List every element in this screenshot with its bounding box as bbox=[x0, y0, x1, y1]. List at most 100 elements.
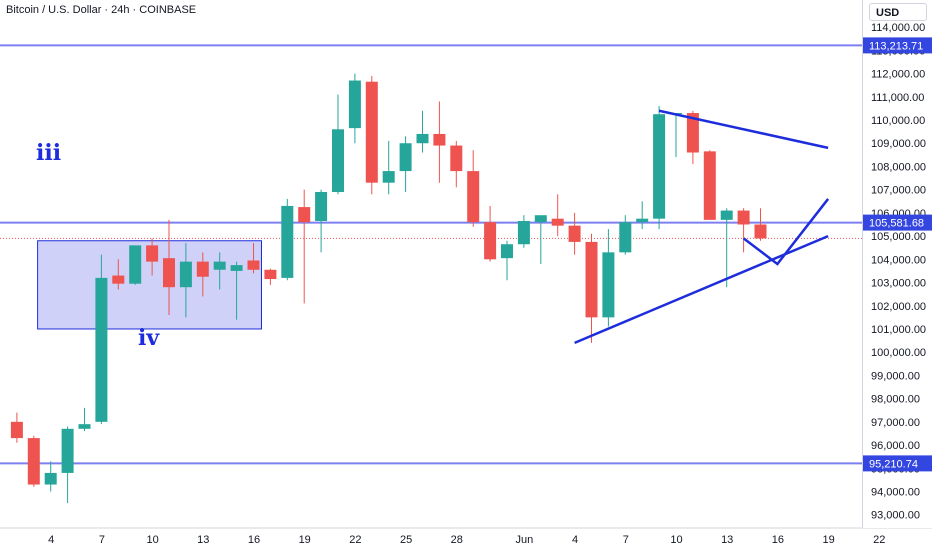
candle-down bbox=[433, 133, 446, 146]
y-tick-label: 98,000.00 bbox=[871, 394, 920, 406]
candle-up bbox=[61, 428, 74, 473]
x-tick-label: 4 bbox=[572, 534, 578, 546]
candle-down bbox=[450, 145, 463, 172]
candle-down bbox=[264, 269, 277, 280]
candle-up bbox=[602, 252, 615, 318]
candle-up bbox=[213, 261, 226, 270]
candle-up bbox=[416, 133, 429, 144]
candle-up bbox=[179, 261, 192, 288]
y-tick-label: 114,000.00 bbox=[871, 22, 925, 34]
x-tick-label: 10 bbox=[670, 534, 682, 546]
x-tick-label: 13 bbox=[197, 534, 209, 546]
chart-title: Bitcoin / U.S. Dollar · 24h · COINBASE bbox=[6, 4, 197, 16]
y-tick-label: 112,000.00 bbox=[871, 69, 925, 81]
candle-up bbox=[44, 472, 57, 485]
candle-up bbox=[95, 277, 108, 422]
x-tick-label: Jun bbox=[516, 534, 534, 546]
y-tick-label: 97,000.00 bbox=[871, 417, 920, 429]
candle-down bbox=[365, 81, 378, 183]
candle-down bbox=[754, 224, 767, 239]
candle-up bbox=[129, 245, 142, 284]
candle-up bbox=[78, 424, 91, 429]
x-tick-label: 16 bbox=[772, 534, 784, 546]
level-price-tag bbox=[863, 455, 932, 472]
candle-up bbox=[281, 205, 294, 278]
candle-up bbox=[517, 221, 530, 245]
level-price-label: 95,210.74 bbox=[869, 458, 918, 470]
y-tick-label: 108,000.00 bbox=[871, 161, 926, 173]
wave-label-iii: iii bbox=[36, 140, 61, 166]
candle-down bbox=[585, 241, 598, 318]
candle-down bbox=[467, 171, 480, 223]
x-tick-label: 22 bbox=[349, 534, 361, 546]
candle-down bbox=[686, 113, 699, 153]
candle-up bbox=[332, 129, 344, 192]
candle-up bbox=[348, 80, 361, 129]
y-tick-label: 104,000.00 bbox=[871, 254, 926, 266]
y-tick-label: 99,000.00 bbox=[871, 370, 920, 382]
y-tick-label: 105,000.00 bbox=[871, 231, 926, 243]
y-tick-label: 103,000.00 bbox=[871, 278, 926, 290]
candle-down bbox=[163, 258, 175, 288]
x-tick-label: 10 bbox=[146, 534, 158, 546]
y-tick-label: 107,000.00 bbox=[871, 185, 926, 197]
candle-down bbox=[484, 222, 497, 260]
candle-down bbox=[737, 210, 750, 225]
x-tick-label: 4 bbox=[48, 534, 54, 546]
upper-trendline bbox=[658, 109, 829, 150]
horizontal-levels bbox=[0, 44, 862, 465]
trendline-drawings bbox=[574, 109, 830, 345]
y-tick-label: 96,000.00 bbox=[871, 440, 920, 452]
candle-up bbox=[230, 265, 243, 271]
x-tick-label: 13 bbox=[721, 534, 733, 546]
candle-up bbox=[653, 114, 666, 219]
x-tick-label: 28 bbox=[451, 534, 463, 546]
candle-down bbox=[703, 151, 716, 220]
x-tick-label: 19 bbox=[299, 534, 311, 546]
level-price-tag bbox=[863, 214, 932, 231]
y-tick-label: 109,000.00 bbox=[871, 138, 926, 150]
price-axis-labels: 93,000.0094,000.0095,000.0096,000.0097,0… bbox=[863, 22, 932, 522]
price-axis[interactable]: 93,000.0094,000.0095,000.0096,000.0097,0… bbox=[862, 0, 932, 528]
candle-up bbox=[619, 222, 632, 253]
candle-up bbox=[534, 215, 547, 223]
x-tick-label: 22 bbox=[873, 534, 885, 546]
projection-path bbox=[742, 198, 830, 266]
y-tick-label: 101,000.00 bbox=[871, 324, 926, 336]
y-tick-label: 100,000.00 bbox=[871, 347, 926, 359]
candle-up bbox=[399, 143, 412, 172]
level-price-label: 113,213.71 bbox=[869, 40, 923, 52]
wave-label-iv: iv bbox=[138, 325, 160, 351]
candle-down bbox=[112, 275, 125, 284]
candle-down bbox=[298, 207, 311, 223]
y-tick-label: 110,000.00 bbox=[871, 115, 925, 127]
time-axis-bg bbox=[0, 528, 932, 550]
candles bbox=[10, 73, 767, 504]
currency-badge[interactable]: USD bbox=[869, 3, 927, 21]
candle-up bbox=[636, 218, 649, 223]
candle-up bbox=[315, 191, 328, 222]
x-tick-label: 7 bbox=[99, 534, 105, 546]
y-tick-label: 93,000.00 bbox=[871, 510, 920, 522]
candle-down bbox=[247, 260, 260, 270]
candle-up bbox=[501, 244, 513, 259]
level-price-label: 105,581.68 bbox=[869, 218, 924, 230]
candle-up bbox=[720, 210, 733, 220]
candle-down bbox=[10, 421, 23, 439]
time-axis[interactable]: 4 7 10 13 16 19 22 25 28 Jun 4 7 10 13 16 19 22 bbox=[0, 527, 932, 550]
y-tick-label: 111,000.00 bbox=[871, 92, 924, 104]
x-tick-label: 19 bbox=[822, 534, 834, 546]
y-tick-label: 94,000.00 bbox=[871, 486, 920, 498]
candle-down bbox=[568, 225, 581, 242]
candle-down bbox=[196, 261, 209, 277]
candle-down bbox=[146, 245, 159, 262]
x-tick-label: 7 bbox=[623, 534, 629, 546]
candle-down bbox=[551, 218, 564, 226]
y-tick-label: 102,000.00 bbox=[871, 301, 926, 313]
candle-down bbox=[27, 438, 40, 485]
level-price-tag bbox=[863, 37, 932, 54]
x-tick-label: 16 bbox=[248, 534, 260, 546]
x-tick-label: 25 bbox=[400, 534, 412, 546]
wave-annotations: iii iv bbox=[36, 140, 160, 351]
